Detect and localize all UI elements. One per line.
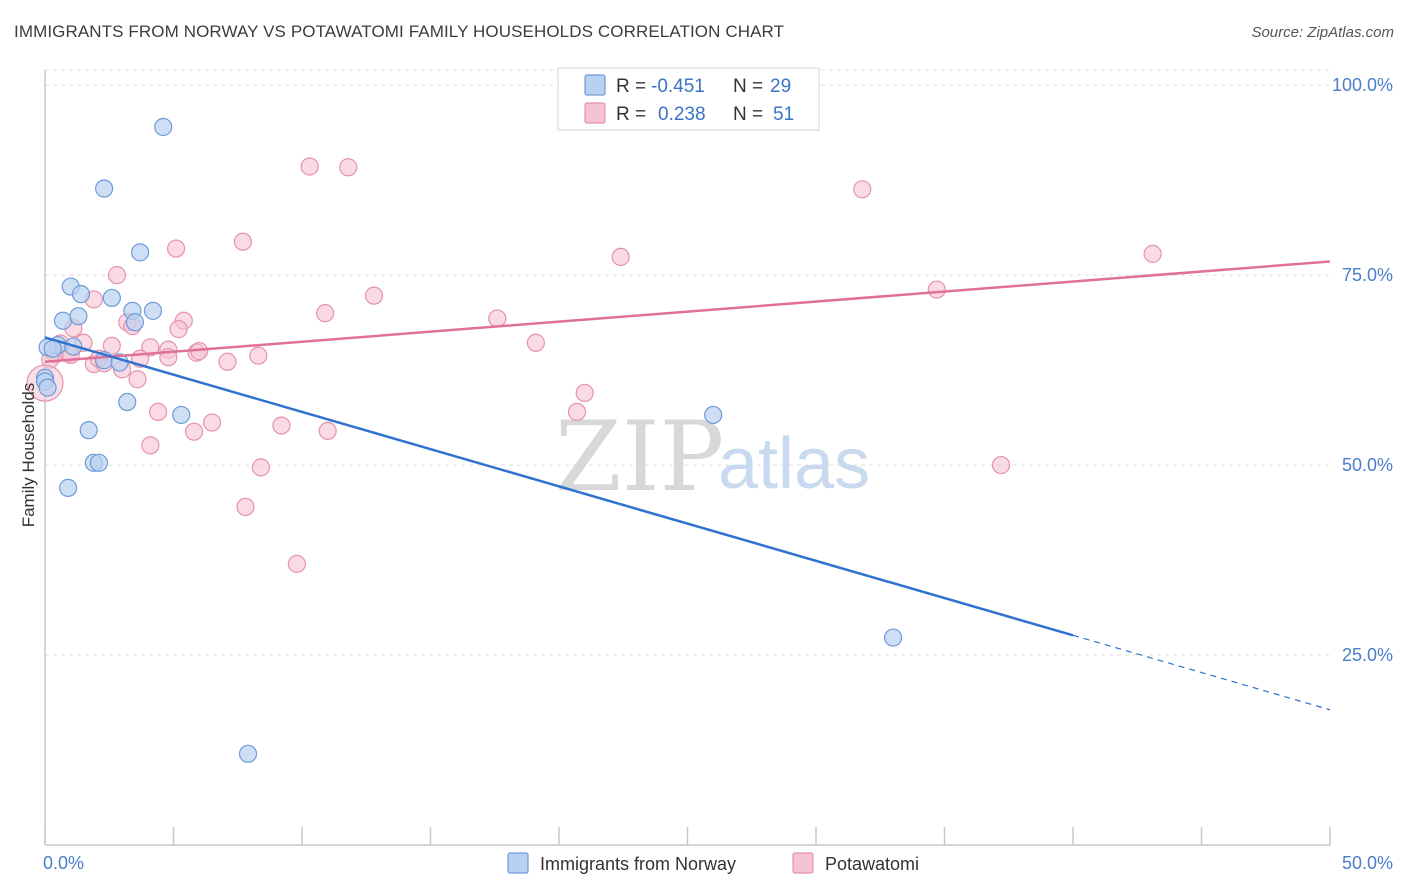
y-tick-labels: 100.0% 75.0% 50.0% 25.0% bbox=[1332, 75, 1393, 665]
norway-point bbox=[43, 339, 62, 358]
chart-title: IMMIGRANTS FROM NORWAY VS POTAWATOMI FAM… bbox=[14, 22, 785, 41]
potawatomi-point bbox=[272, 416, 291, 435]
potawatomi-point bbox=[128, 370, 147, 389]
potawatomi-point bbox=[526, 333, 545, 352]
potawatomi-point bbox=[1143, 244, 1162, 263]
x-tick-label: 0.0% bbox=[43, 853, 84, 873]
legend-n-label-norway: N = bbox=[733, 76, 763, 97]
legend-n-value-potawatomi: 51 bbox=[773, 104, 794, 125]
potawatomi-point bbox=[184, 422, 204, 441]
legend-n-value-norway: 29 bbox=[770, 76, 791, 97]
y-tick-label: 100.0% bbox=[1332, 75, 1393, 95]
potawatomi-trend-line bbox=[44, 260, 1331, 364]
potawatomi-point bbox=[927, 280, 946, 299]
series-legend: Immigrants from Norway Potawatomi bbox=[507, 852, 919, 874]
potawatomi-point bbox=[148, 402, 168, 422]
norway-point bbox=[71, 285, 91, 304]
potawatomi-point bbox=[318, 421, 337, 441]
norway-point bbox=[172, 405, 191, 425]
legend-swatch-norway bbox=[584, 74, 606, 96]
potawatomi-point bbox=[169, 319, 188, 339]
legend-r-value-potawatomi: 0.238 bbox=[658, 104, 706, 125]
y-tick-label: 25.0% bbox=[1342, 645, 1393, 665]
grid-lines bbox=[45, 69, 1330, 656]
norway-point bbox=[238, 744, 258, 763]
potawatomi-point bbox=[567, 402, 587, 422]
legend-r-value-norway: -0.451 bbox=[651, 76, 705, 97]
norway-point bbox=[95, 179, 114, 198]
potawatomi-point bbox=[218, 352, 237, 371]
norway-point bbox=[79, 421, 98, 440]
legend-r-label-potawatomi: R = bbox=[616, 104, 646, 125]
norway-point bbox=[143, 301, 163, 320]
y-tick-label: 50.0% bbox=[1342, 455, 1393, 475]
norway-point bbox=[59, 478, 78, 497]
trend-lines bbox=[44, 260, 1331, 711]
potawatomi-point bbox=[287, 554, 306, 573]
potawatomi-point bbox=[316, 304, 335, 323]
correlation-legend: R = -0.451 N = 29 R = 0.238 N = 51 bbox=[557, 67, 820, 131]
norway-point bbox=[118, 392, 137, 412]
potawatomi-point bbox=[575, 383, 594, 403]
norway-point bbox=[89, 453, 109, 472]
norway-point bbox=[102, 288, 121, 308]
potawatomi-point bbox=[102, 336, 121, 355]
potawatomi-point bbox=[251, 458, 270, 477]
norway-point bbox=[704, 405, 723, 425]
bottom-legend-label-norway: Immigrants from Norway bbox=[540, 854, 736, 874]
potawatomi-point bbox=[107, 266, 127, 285]
bottom-legend-swatch-potawatomi bbox=[792, 852, 814, 874]
norway-point bbox=[154, 117, 173, 137]
potawatomi-point bbox=[141, 338, 160, 357]
norway-trend-extension bbox=[1072, 634, 1331, 711]
source-label: Source: ZipAtlas.com bbox=[1251, 24, 1394, 41]
potawatomi-point bbox=[249, 346, 268, 365]
x-tick-labels: 0.0% 50.0% bbox=[43, 853, 1393, 873]
norway-trend-line bbox=[44, 336, 1074, 637]
norway-point bbox=[125, 313, 145, 332]
potawatomi-point bbox=[141, 436, 160, 455]
bottom-legend-label-potawatomi: Potawatomi bbox=[825, 854, 919, 874]
norway-point bbox=[883, 628, 903, 647]
legend-n-label-potawatomi: N = bbox=[733, 104, 763, 125]
watermark-atlas: atlas bbox=[718, 424, 870, 504]
potawatomi-point bbox=[488, 309, 507, 328]
y-tick-label: 75.0% bbox=[1342, 265, 1393, 285]
potawatomi-point bbox=[236, 497, 255, 516]
norway-point bbox=[53, 311, 73, 330]
potawatomi-point bbox=[300, 157, 319, 176]
potawatomi-point bbox=[991, 455, 1011, 475]
potawatomi-point bbox=[853, 180, 872, 199]
potawatomi-point bbox=[611, 247, 630, 267]
y-axis-label: Family Households bbox=[19, 383, 38, 528]
potawatomi-point bbox=[339, 158, 358, 177]
norway-point bbox=[130, 243, 150, 262]
legend-r-label-norway: R = bbox=[616, 76, 646, 97]
potawatomi-point bbox=[233, 232, 252, 251]
axes bbox=[44, 70, 1331, 846]
bottom-legend-swatch-norway bbox=[507, 852, 529, 874]
legend-swatch-potawatomi bbox=[584, 102, 606, 124]
norway-point bbox=[38, 378, 57, 397]
potawatomi-point bbox=[364, 286, 384, 305]
x-tick-label: 50.0% bbox=[1342, 853, 1393, 873]
norway-point bbox=[69, 307, 88, 326]
potawatomi-point bbox=[166, 239, 186, 258]
potawatomi-point bbox=[202, 413, 222, 432]
